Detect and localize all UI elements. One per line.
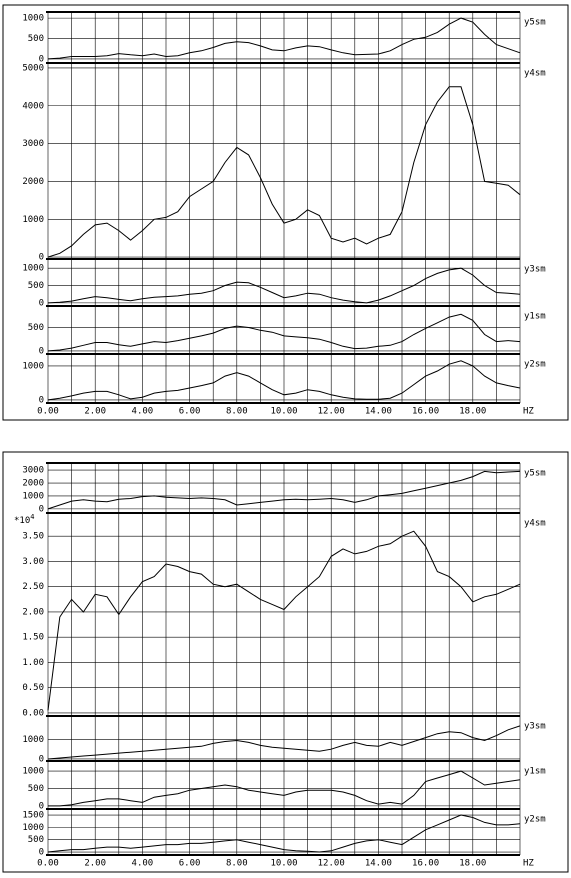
series-line xyxy=(48,770,521,807)
y-tick-label: 1500 xyxy=(22,811,44,821)
scale-exponent: 4 xyxy=(30,513,34,521)
x-tick-label: 6.00 xyxy=(179,859,201,869)
series-line xyxy=(47,725,521,760)
series-line xyxy=(47,86,521,258)
y-tick-label: 1000 xyxy=(22,767,44,777)
y-tick-label: 0 xyxy=(39,848,44,858)
y-tick-label: 5000 xyxy=(22,63,44,73)
x-tick-label: 4.00 xyxy=(132,407,154,417)
x-tick-label: 14.00 xyxy=(365,859,392,869)
scale-base: *10 xyxy=(14,516,30,526)
legend-label: y5sm xyxy=(524,18,546,28)
x-tick-label: 4.00 xyxy=(132,859,154,869)
y-tick-label: 0.50 xyxy=(22,683,44,693)
figure-frame xyxy=(2,4,569,421)
y-tick-label: 0.00 xyxy=(22,708,44,718)
legend-label: y4sm xyxy=(524,519,546,529)
x-tick-label: 8.00 xyxy=(226,407,248,417)
series-line xyxy=(47,313,521,352)
x-tick-label: 14.00 xyxy=(365,407,392,417)
y-tick-label: 1000 xyxy=(22,823,44,833)
y-tick-label: 500 xyxy=(28,323,44,333)
series-line xyxy=(47,360,521,401)
legend-label: y3sm xyxy=(524,722,546,732)
x-tick-label: 2.00 xyxy=(84,859,106,869)
legend-label: y3sm xyxy=(524,265,546,275)
series-line xyxy=(47,17,521,60)
y-tick-label: 1.00 xyxy=(22,658,44,668)
y-tick-label: 1.50 xyxy=(22,633,44,643)
y-tick-label: 1000 xyxy=(22,735,44,745)
y-tick-label: 500 xyxy=(28,835,44,845)
legend-label: y1sm xyxy=(524,767,546,777)
y-tick-label: 1000 xyxy=(22,215,44,225)
y-tick-label: 500 xyxy=(28,281,44,291)
y-tick-label: 3.50 xyxy=(22,532,44,542)
y-tick-label: 0 xyxy=(39,253,44,263)
y-tick-label: 3.00 xyxy=(22,557,44,567)
x-tick-label: 12.00 xyxy=(318,859,345,869)
x-tick-label: 16.00 xyxy=(412,859,439,869)
y-tick-label: 500 xyxy=(28,34,44,44)
x-axis-label: HZ xyxy=(523,407,534,417)
x-tick-label: 12.00 xyxy=(318,407,345,417)
y-tick-label: 500 xyxy=(28,784,44,794)
x-tick-label: 10.00 xyxy=(270,407,297,417)
y-tick-label: 3000 xyxy=(22,466,44,476)
y-tick-label: 2.00 xyxy=(22,607,44,617)
y-tick-label: 2000 xyxy=(22,479,44,489)
series-line xyxy=(47,530,521,711)
x-tick-label: 6.00 xyxy=(179,407,201,417)
legend-label: y2sm xyxy=(524,360,546,370)
y-tick-label: 0 xyxy=(39,395,44,405)
y-tick-label: 1000 xyxy=(22,361,44,371)
y-tick-label: 0 xyxy=(39,801,44,811)
figure-frame xyxy=(2,451,569,873)
series-line xyxy=(47,814,521,853)
legend-label: y4sm xyxy=(524,69,546,79)
x-tick-label: 16.00 xyxy=(412,407,439,417)
x-tick-label: 18.00 xyxy=(459,407,486,417)
y-tick-label: 4000 xyxy=(22,101,44,111)
x-tick-label: 10.00 xyxy=(270,859,297,869)
legend-label: y5sm xyxy=(524,469,546,479)
y-tick-label: 3000 xyxy=(22,139,44,149)
x-tick-label: 0.00 xyxy=(37,859,59,869)
y-tick-label: 1000 xyxy=(22,264,44,274)
series-line xyxy=(47,267,521,304)
legend-label: y2sm xyxy=(524,815,546,825)
y-tick-label: 1000 xyxy=(22,14,44,24)
y-tick-label: 0 xyxy=(39,754,44,764)
x-tick-label: 0.00 xyxy=(37,407,59,417)
x-tick-label: 18.00 xyxy=(459,859,486,869)
y-tick-label: 0 xyxy=(39,504,44,514)
y-tick-label: 0 xyxy=(39,54,44,64)
x-tick-label: 8.00 xyxy=(226,859,248,869)
y-tick-label: 2000 xyxy=(22,177,44,187)
x-axis-label: HZ xyxy=(523,859,534,869)
y-tick-label: 0 xyxy=(39,298,44,308)
legend-label: y1sm xyxy=(524,312,546,322)
series-line xyxy=(47,470,521,510)
y-tick-label: 0 xyxy=(39,346,44,356)
y-scale-label: *104 xyxy=(14,513,34,526)
y-tick-label: 1000 xyxy=(22,491,44,501)
y-tick-label: 2.50 xyxy=(22,582,44,592)
x-tick-label: 2.00 xyxy=(84,407,106,417)
